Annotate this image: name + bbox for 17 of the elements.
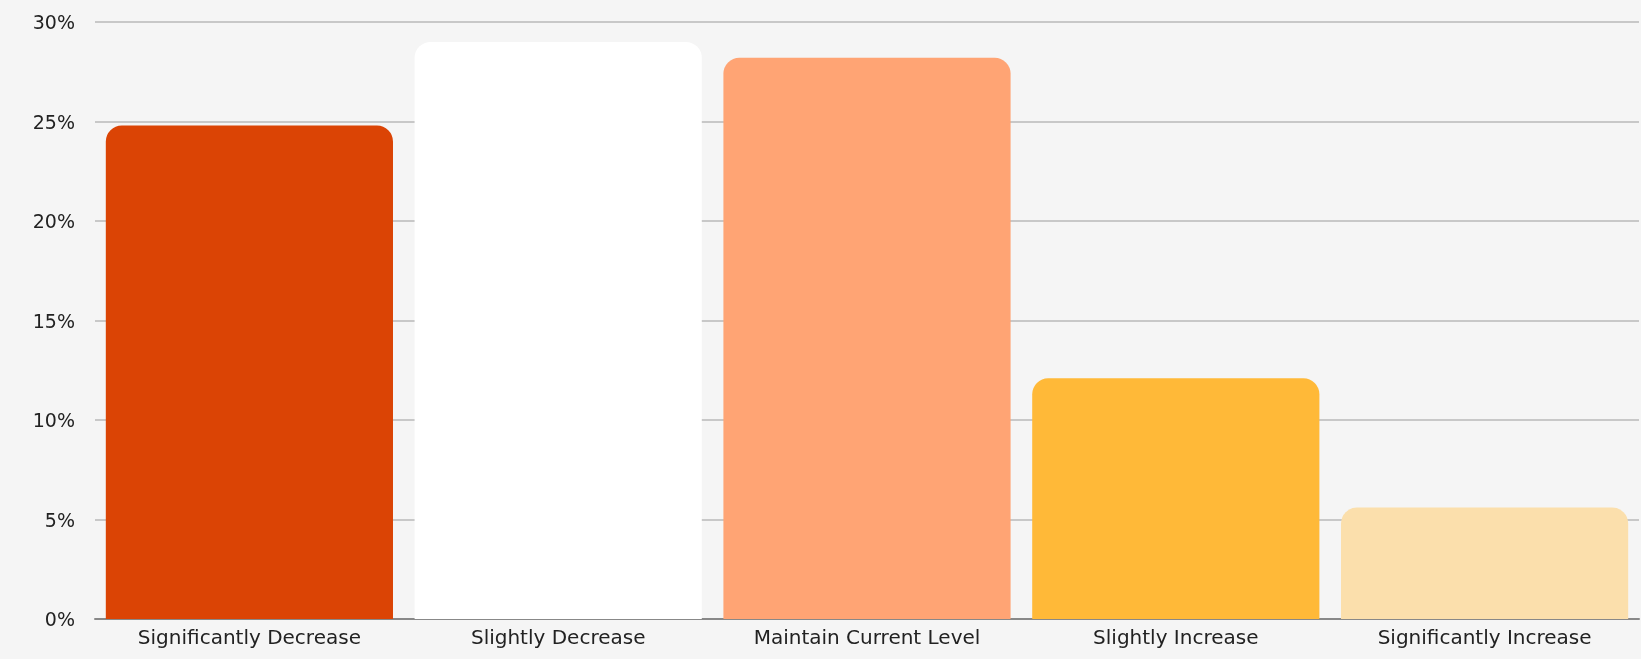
y-tick-label: 0%: [44, 608, 75, 630]
y-tick-label: 20%: [32, 210, 75, 232]
x-tick-label: Significantly Increase: [1377, 625, 1592, 649]
y-tick-label: 25%: [32, 110, 75, 133]
y-tick-label: 15%: [32, 309, 75, 332]
bar: [1341, 507, 1629, 619]
bar: [414, 41, 702, 619]
y-tick-label: 10%: [32, 409, 75, 431]
x-tick-label: Slightly Decrease: [470, 625, 646, 649]
bar: [1032, 378, 1320, 619]
y-tick-label: 30%: [32, 11, 75, 33]
bar: [723, 57, 1011, 619]
x-tick-label: Maintain Current Level: [753, 625, 981, 649]
y-tick-label: 5%: [44, 508, 75, 531]
x-tick-label: Slightly Increase: [1093, 625, 1259, 649]
bar: [105, 125, 393, 619]
x-tick-label: Significantly Decrease: [137, 625, 361, 649]
